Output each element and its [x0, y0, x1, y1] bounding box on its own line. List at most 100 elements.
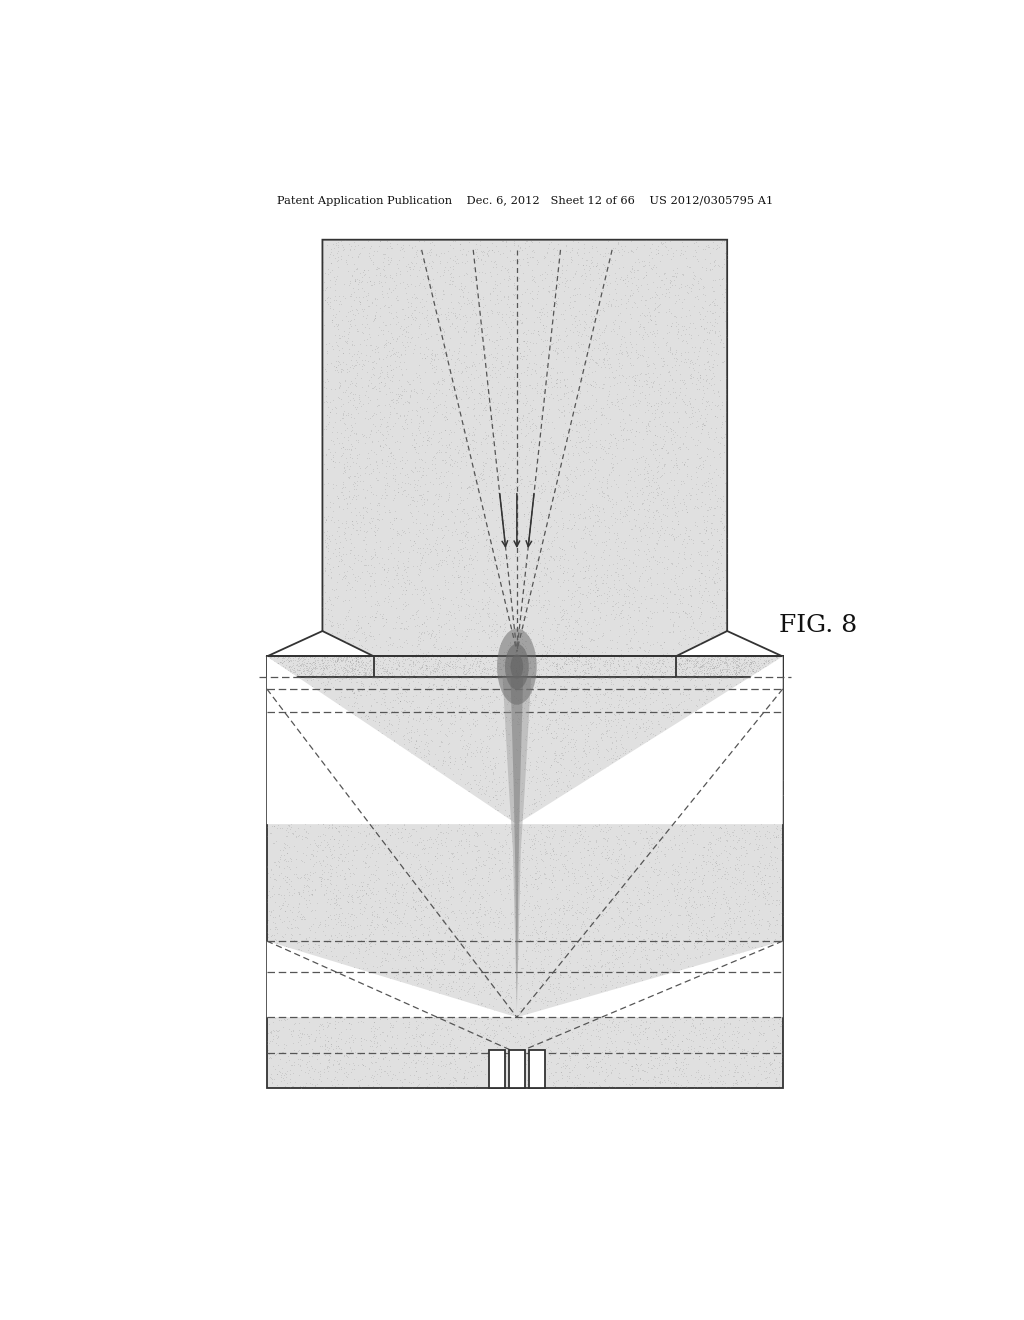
Point — [535, 341, 551, 362]
Point — [640, 851, 656, 873]
Point — [498, 392, 514, 413]
Point — [561, 874, 578, 895]
Point — [567, 628, 584, 649]
Point — [437, 920, 454, 941]
Point — [340, 1047, 356, 1068]
Point — [468, 305, 484, 326]
Point — [352, 997, 369, 1018]
Point — [666, 487, 682, 508]
Point — [591, 854, 607, 875]
Point — [714, 561, 730, 582]
Point — [654, 232, 671, 253]
Point — [477, 379, 494, 400]
Point — [559, 1036, 575, 1057]
Point — [455, 442, 471, 463]
Point — [401, 722, 418, 743]
Point — [580, 891, 596, 912]
Point — [453, 279, 469, 300]
Point — [557, 1055, 573, 1076]
Point — [513, 648, 529, 669]
Point — [338, 750, 354, 771]
Point — [571, 799, 588, 820]
Point — [700, 719, 717, 741]
Point — [638, 785, 654, 807]
Point — [307, 705, 324, 726]
Point — [750, 965, 766, 986]
Point — [490, 738, 507, 759]
Point — [267, 1007, 284, 1028]
Point — [517, 948, 534, 969]
Point — [521, 958, 538, 979]
Point — [539, 557, 555, 578]
Point — [768, 993, 784, 1014]
Point — [552, 370, 568, 391]
Point — [670, 961, 686, 982]
Point — [521, 653, 538, 675]
Point — [575, 825, 592, 846]
Point — [757, 892, 773, 913]
Point — [693, 941, 710, 962]
Point — [426, 634, 442, 655]
Point — [364, 814, 380, 836]
Point — [587, 525, 603, 546]
Point — [674, 751, 690, 772]
Point — [331, 648, 347, 669]
Point — [719, 655, 735, 676]
Point — [515, 661, 531, 682]
Point — [574, 668, 591, 689]
Point — [433, 1051, 450, 1072]
Point — [427, 653, 443, 675]
Point — [750, 1073, 766, 1094]
Point — [510, 694, 526, 715]
Point — [589, 240, 605, 261]
Point — [449, 663, 465, 684]
Point — [526, 694, 543, 715]
Point — [333, 545, 349, 566]
Point — [581, 294, 597, 315]
Point — [664, 302, 680, 323]
Point — [383, 322, 399, 343]
Point — [385, 388, 401, 409]
Point — [331, 744, 347, 766]
Point — [589, 635, 605, 656]
Point — [270, 652, 287, 673]
Point — [507, 362, 523, 383]
Point — [756, 659, 772, 680]
Point — [353, 512, 370, 533]
Point — [632, 638, 648, 659]
Point — [385, 659, 401, 680]
Point — [330, 1036, 346, 1057]
Point — [672, 378, 688, 399]
Point — [504, 977, 520, 998]
Point — [395, 619, 412, 640]
Point — [296, 981, 312, 1002]
Point — [532, 264, 549, 285]
Point — [344, 1024, 360, 1045]
Point — [383, 902, 399, 923]
Point — [607, 657, 624, 678]
Point — [401, 862, 418, 883]
Point — [713, 1064, 729, 1085]
Point — [656, 350, 673, 371]
Point — [755, 792, 771, 813]
Point — [688, 750, 705, 771]
Point — [296, 887, 312, 908]
Point — [673, 772, 689, 793]
Point — [412, 644, 428, 665]
Point — [717, 949, 733, 970]
Point — [637, 906, 653, 927]
Point — [720, 890, 736, 911]
Point — [437, 1011, 454, 1032]
Point — [421, 979, 437, 1001]
Point — [548, 776, 564, 797]
Point — [641, 302, 657, 323]
Point — [495, 708, 511, 729]
Point — [707, 1071, 723, 1092]
Point — [352, 1027, 369, 1048]
Point — [396, 957, 413, 978]
Point — [600, 528, 616, 549]
Point — [755, 660, 771, 681]
Point — [409, 381, 425, 403]
Point — [518, 583, 535, 605]
Point — [371, 624, 387, 645]
